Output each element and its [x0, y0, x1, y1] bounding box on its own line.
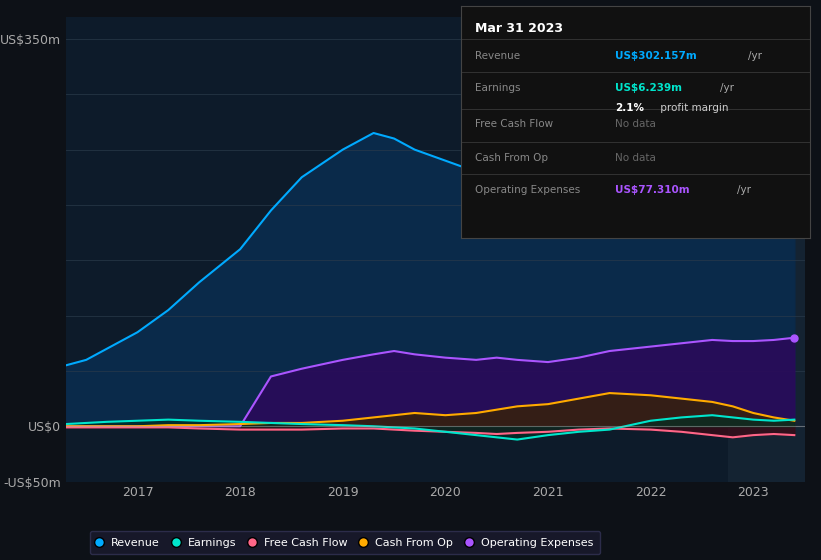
- Text: US$302.157m: US$302.157m: [615, 50, 697, 60]
- Text: /yr: /yr: [720, 83, 734, 93]
- Text: No data: No data: [615, 153, 656, 163]
- Legend: Revenue, Earnings, Free Cash Flow, Cash From Op, Operating Expenses: Revenue, Earnings, Free Cash Flow, Cash …: [89, 531, 600, 554]
- Text: US$6.239m: US$6.239m: [615, 83, 682, 93]
- Text: Operating Expenses: Operating Expenses: [475, 185, 580, 195]
- Text: Cash From Op: Cash From Op: [475, 153, 548, 163]
- Text: /yr: /yr: [737, 185, 751, 195]
- Text: US$77.310m: US$77.310m: [615, 185, 690, 195]
- Text: profit margin: profit margin: [657, 103, 728, 113]
- Text: Mar 31 2023: Mar 31 2023: [475, 22, 563, 35]
- Text: /yr: /yr: [748, 50, 762, 60]
- Text: No data: No data: [615, 119, 656, 129]
- Text: 2.1%: 2.1%: [615, 103, 644, 113]
- Text: Earnings: Earnings: [475, 83, 521, 93]
- Bar: [727, 17, 821, 482]
- Text: Revenue: Revenue: [475, 50, 521, 60]
- Text: Free Cash Flow: Free Cash Flow: [475, 119, 553, 129]
